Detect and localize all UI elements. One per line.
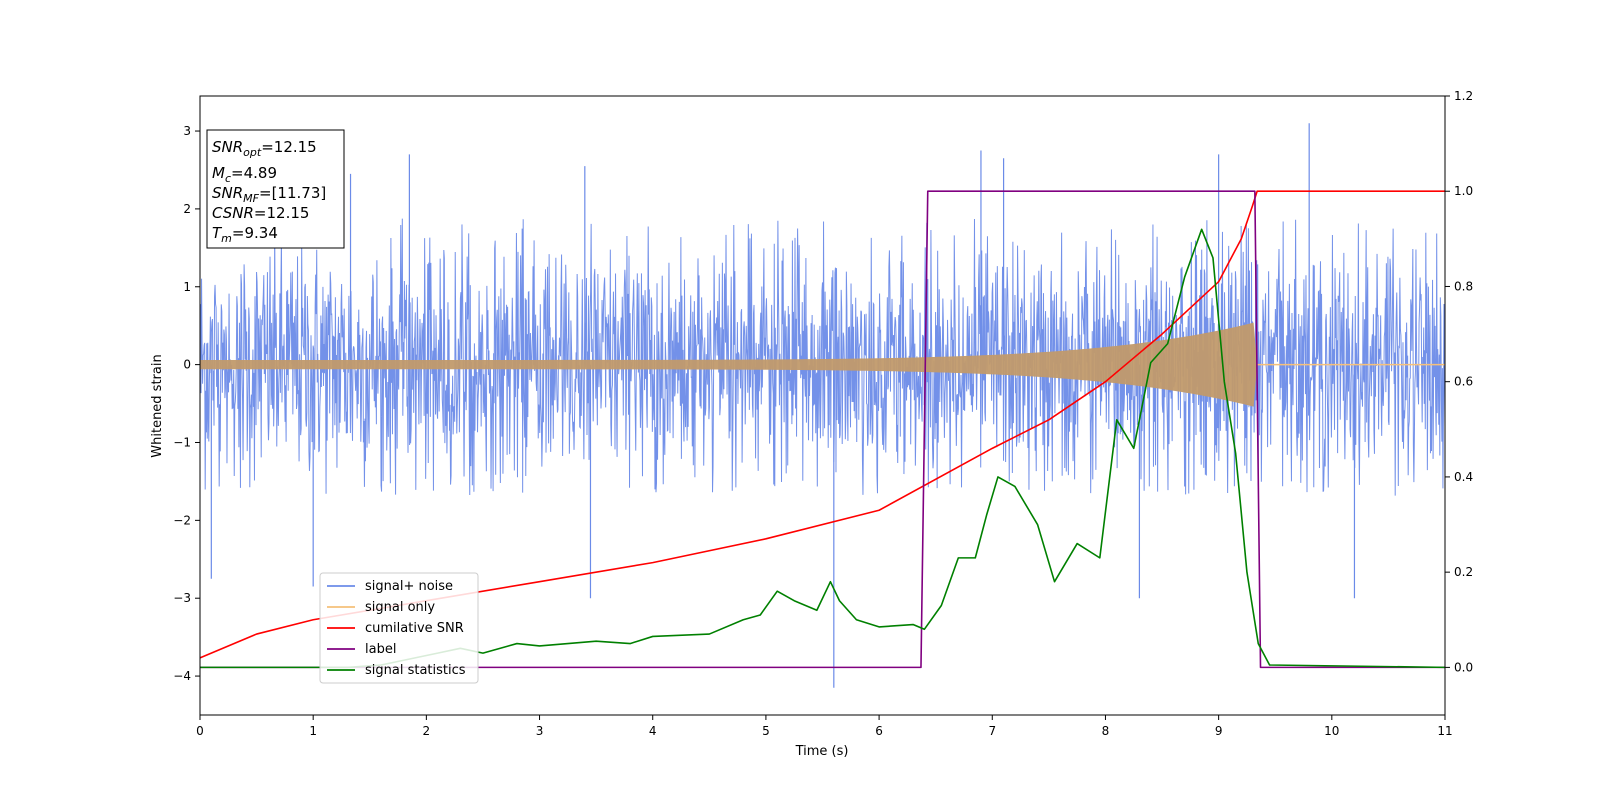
y2-tick-label: 0.4	[1454, 470, 1473, 484]
y-tick-label: 1	[183, 280, 191, 294]
legend-label: signal statistics	[365, 663, 466, 678]
y-tick-label: 2	[183, 202, 191, 216]
x-tick-label: 2	[423, 724, 431, 738]
y2-tick-label: 1.0	[1454, 184, 1473, 198]
signal-only-envelope	[200, 322, 1258, 407]
info-csnr: CSNR=12.15	[212, 204, 309, 222]
y-tick-label: −1	[173, 435, 191, 449]
x-tick-label: 4	[649, 724, 657, 738]
plot-frame	[199, 95, 1446, 716]
info-mc: Mc=4.89	[212, 164, 277, 185]
x-tick-label: 5	[762, 724, 770, 738]
y-axis-ticks: 3 2 1 0 −1 −2 −3 −4	[173, 124, 200, 683]
legend-label: cumilative SNR	[365, 621, 464, 636]
y-tick-label: 0	[183, 358, 191, 372]
x-tick-label: 1	[309, 724, 317, 738]
x-tick-label: 6	[875, 724, 883, 738]
x-tick-label: 11	[1437, 724, 1452, 738]
x-tick-label: 7	[988, 724, 996, 738]
x-tick-label: 10	[1324, 724, 1339, 738]
legend: signal+ noise signal only cumilative SNR la…	[319, 572, 479, 684]
y2-tick-label: 0.6	[1454, 375, 1473, 389]
x-tick-label: 3	[536, 724, 544, 738]
x-tick-label: 9	[1215, 724, 1223, 738]
y2-tick-label: 0.2	[1454, 565, 1473, 579]
y2-tick-label: 1.2	[1454, 89, 1473, 103]
y2-tick-label: 0.8	[1454, 279, 1473, 293]
x-axis-label: Time (s)	[795, 744, 849, 759]
info-box: SNRopt=12.15 Mc=4.89 SNRMF=[11.73] CSNR=…	[206, 129, 345, 249]
x-tick-label: 8	[1102, 724, 1110, 738]
info-tm: Tm=9.34	[212, 224, 278, 245]
y-tick-label: −4	[173, 669, 191, 683]
x-axis-ticks: 0 1 2 3 4 5 6 7 8 9 10 11	[196, 715, 1453, 738]
y2-axis-ticks: 1.2 1.0 0.8 0.6 0.4 0.2 0.0	[1445, 89, 1473, 674]
info-snr-mf: SNRMF=[11.73]	[212, 184, 326, 205]
y-tick-label: −3	[173, 591, 191, 605]
x-tick-label: 0	[196, 724, 204, 738]
y-tick-label: −2	[173, 513, 191, 527]
legend-label: signal+ noise	[365, 579, 453, 594]
y-tick-label: 3	[183, 124, 191, 138]
legend-label: label	[365, 642, 396, 657]
legend-label: signal only	[365, 600, 435, 615]
signal-only-series	[200, 322, 1445, 407]
signal-noise-series	[200, 123, 1445, 688]
label-line	[200, 190, 1445, 669]
signal-statistics-line	[200, 228, 1445, 669]
info-snr-opt: SNRopt=12.15	[212, 138, 317, 159]
signal-noise-line	[200, 218, 1445, 496]
y-axis-label: Whitened strain	[150, 354, 165, 457]
y2-tick-label: 0.0	[1454, 660, 1473, 674]
